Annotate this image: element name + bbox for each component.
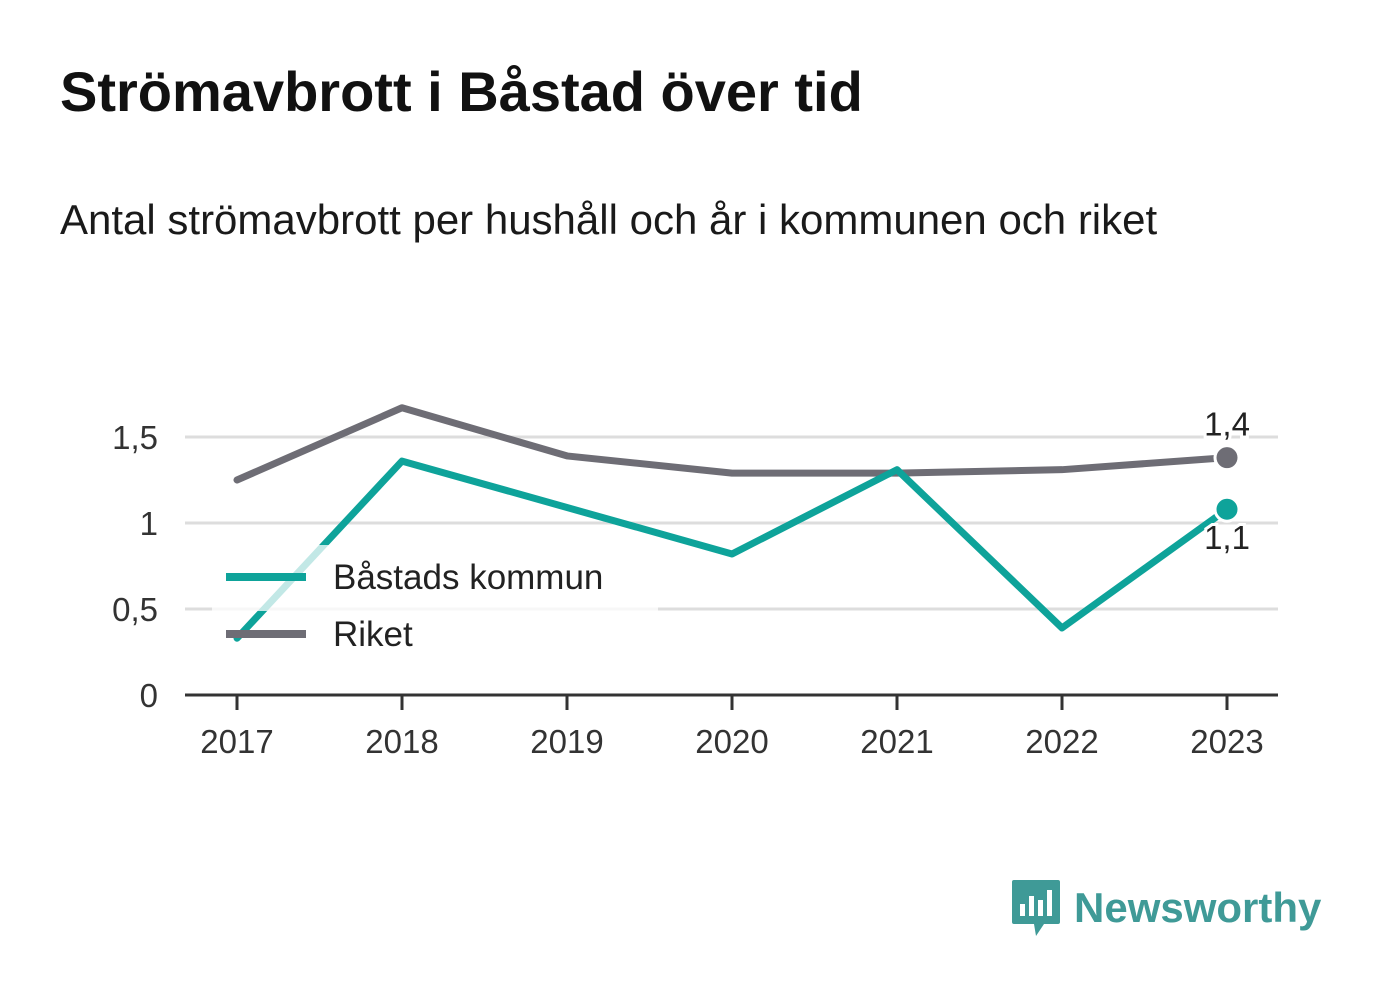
newsworthy-brand[interactable]: Newsworthy <box>1010 878 1321 938</box>
legend-label: Riket <box>333 615 413 654</box>
chart-bubble-icon <box>1012 880 1060 936</box>
x-tick-label: 2021 <box>860 723 933 760</box>
series-lines <box>233 404 1231 642</box>
x-tick-label: 2017 <box>200 723 273 760</box>
series-line <box>233 404 1231 484</box>
end-labels: 1,1 1,4 <box>1201 403 1253 560</box>
series-line <box>233 457 1231 642</box>
series-end-label: 1,4 <box>1204 406 1250 443</box>
x-axis: 2017 2018 2019 2020 2021 2022 2023 <box>185 693 1278 760</box>
y-tick-label: 0,5 <box>112 591 158 628</box>
legend-label: Båstads kommun <box>333 558 603 597</box>
x-tick-label: 2020 <box>695 723 768 760</box>
series-end-marker <box>1213 495 1241 523</box>
legend: Båstads kommun Riket <box>212 545 658 654</box>
y-tick-label: 1 <box>140 505 158 542</box>
chart-subtitle: Antal strömavbrott per hushåll och år i … <box>60 196 1158 243</box>
series-end-label: 1,1 <box>1204 519 1250 556</box>
brand-name: Newsworthy <box>1074 884 1322 931</box>
chart-title: Strömavbrott i Båstad över tid <box>60 60 863 123</box>
y-tick-label: 0 <box>140 677 158 714</box>
x-tick-label: 2019 <box>530 723 603 760</box>
gridlines: 0 0,5 1 1,5 <box>112 419 1278 714</box>
x-tick-label: 2023 <box>1190 723 1263 760</box>
x-tick-label: 2022 <box>1025 723 1098 760</box>
y-tick-label: 1,5 <box>112 419 158 456</box>
x-tick-label: 2018 <box>365 723 438 760</box>
series-end-marker <box>1213 444 1241 472</box>
